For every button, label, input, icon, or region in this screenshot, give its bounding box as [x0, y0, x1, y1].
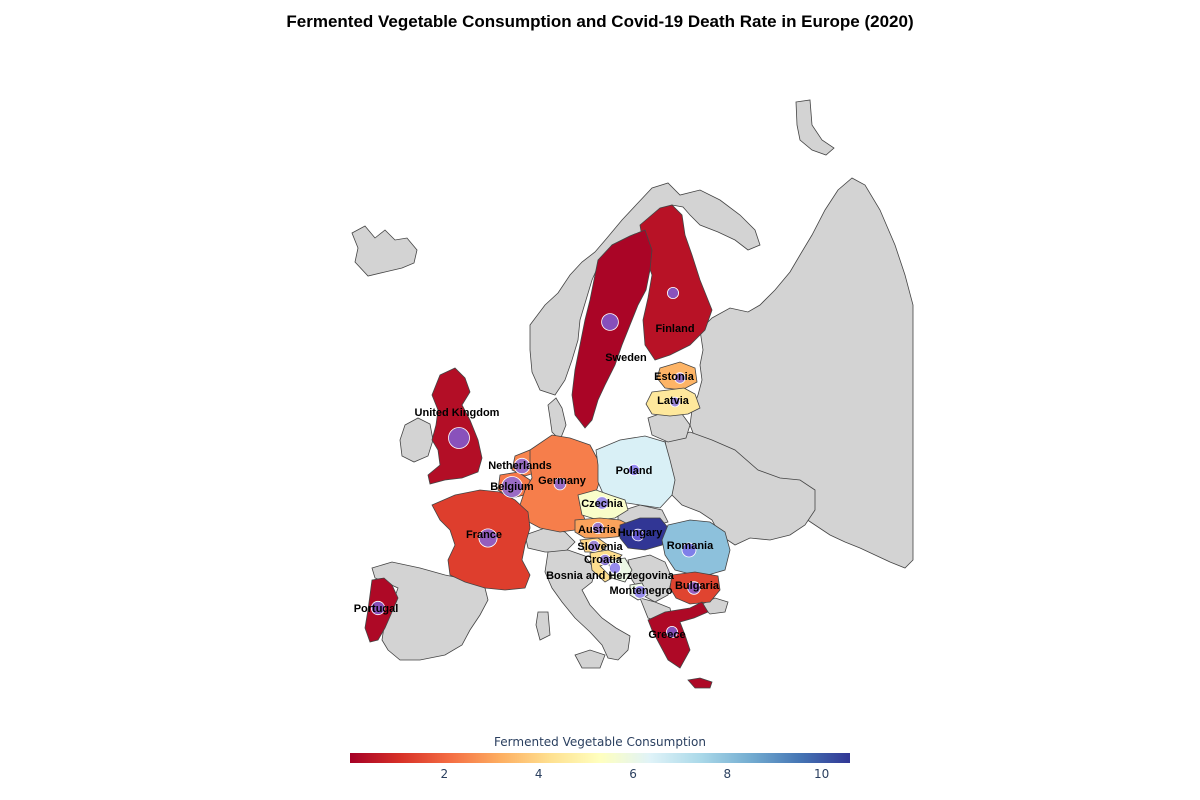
bubble-montenegro[interactable]	[633, 585, 647, 599]
landmass-iceland	[351, 225, 418, 277]
label-sweden: Sweden	[605, 352, 647, 364]
bubble-slovenia[interactable]	[588, 540, 601, 553]
country-united-kingdom[interactable]	[427, 367, 483, 485]
bubble-poland[interactable]	[628, 463, 641, 476]
label-estonia: Estonia	[654, 371, 695, 383]
label-belgium: Belgium	[490, 481, 534, 493]
label-bosnia-and-herzegovina: Bosnia and Herzegovina	[546, 570, 675, 582]
country-labels: Finland Sweden Estonia Latvia United Kingdom…	[354, 323, 720, 641]
death-rate-bubbles[interactable]	[370, 286, 701, 639]
country-greece-crete[interactable]	[687, 677, 713, 689]
chart-title: Fermented Vegetable Consumption and Covi…	[286, 12, 914, 31]
landmass-ukraine-belarus	[664, 431, 816, 546]
bubble-romania[interactable]	[681, 542, 697, 558]
country-croatia[interactable]	[589, 549, 623, 583]
bubble-finland[interactable]	[667, 286, 680, 299]
label-finland: Finland	[655, 323, 694, 335]
label-czechia: Czechia	[581, 498, 623, 510]
label-montenegro: Montenegro	[610, 585, 673, 597]
bubble-netherlands[interactable]	[513, 457, 531, 475]
landmass-svalbard	[795, 99, 835, 156]
europe-map[interactable]: Finland Sweden Estonia Latvia United Kingdom…	[0, 0, 1200, 730]
bubble-bulgaria[interactable]	[687, 581, 701, 595]
bubble-sweden[interactable]	[601, 313, 619, 331]
label-netherlands: Netherlands	[488, 460, 552, 472]
colorbar-tick-10: 10	[814, 767, 830, 781]
bubble-latvia[interactable]	[669, 396, 681, 408]
bubble-belgium[interactable]	[501, 476, 523, 498]
landmass-sicily	[574, 649, 606, 669]
landmass-ireland	[399, 417, 434, 463]
bubble-united-kingdom[interactable]	[448, 427, 470, 449]
label-austria: Austria	[578, 524, 617, 536]
bubble-croatia[interactable]	[599, 554, 612, 567]
label-romania: Romania	[667, 540, 714, 552]
label-slovenia: Slovenia	[577, 541, 623, 553]
colorbar-tick-6: 6	[629, 767, 637, 781]
landmass-denmark	[547, 397, 567, 441]
landmass-lithuania	[647, 411, 691, 443]
label-hungary: Hungary	[618, 527, 664, 539]
bubble-austria[interactable]	[592, 522, 605, 535]
colorbar-tick-2: 2	[440, 767, 449, 781]
bubble-czechia[interactable]	[595, 496, 609, 510]
label-poland: Poland	[616, 465, 653, 477]
bubble-germany[interactable]	[553, 477, 567, 491]
bubble-france[interactable]	[478, 528, 498, 548]
label-croatia: Croatia	[584, 554, 623, 566]
label-portugal: Portugal	[354, 603, 399, 615]
landmass-sardinia	[535, 611, 551, 641]
bubble-portugal[interactable]	[370, 600, 386, 616]
colorbar-gradient	[350, 753, 850, 763]
country-greece[interactable]	[647, 601, 709, 669]
colorbar-title: Fermented Vegetable Consumption	[494, 735, 706, 749]
label-france: France	[466, 529, 502, 541]
bubble-estonia[interactable]	[674, 372, 686, 384]
country-finland[interactable]	[639, 204, 713, 361]
colorbar-tick-4: 4	[534, 767, 543, 781]
country-hungary[interactable]	[619, 517, 671, 551]
colorbar-tick-8: 8	[723, 767, 732, 781]
country-romania[interactable]	[661, 519, 731, 576]
landmass-switzerland	[524, 527, 576, 553]
label-united-kingdom: United Kingdom	[415, 407, 500, 419]
non-data-countries	[351, 99, 914, 669]
label-bulgaria: Bulgaria	[675, 580, 720, 592]
bubble-greece[interactable]	[666, 626, 679, 639]
label-latvia: Latvia	[657, 395, 690, 407]
bubble-bosnia-and-herzegovina[interactable]	[609, 562, 622, 575]
label-greece: Greece	[648, 629, 685, 641]
bubble-hungary[interactable]	[631, 528, 645, 542]
label-germany: Germany	[538, 475, 587, 487]
